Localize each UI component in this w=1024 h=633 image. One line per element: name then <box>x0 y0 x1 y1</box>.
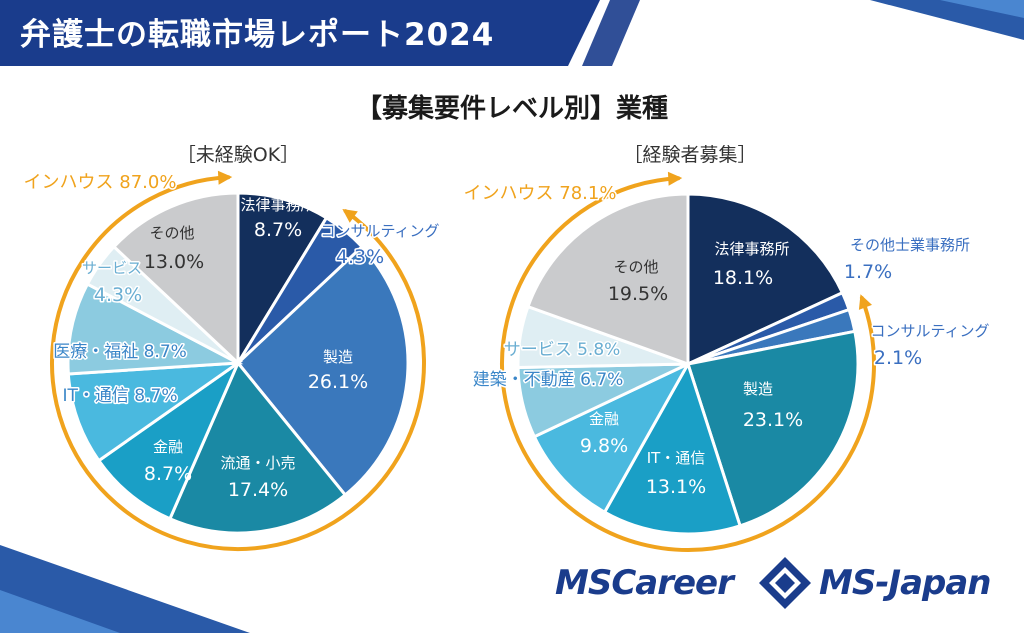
msjapan-logo: MS-Japan <box>819 563 992 603</box>
slice-value-1-3: 23.1% <box>743 409 803 431</box>
inhouse-arc-1 <box>500 176 876 552</box>
msjapan-emblem <box>759 557 811 609</box>
slice-category-1-4: IT・通信 <box>647 449 706 467</box>
slice-category-1-5: 金融 <box>589 410 619 428</box>
slice-category-1-2: コンサルティング <box>870 322 989 340</box>
pie-slice-0-3 <box>167 360 348 535</box>
pie-slice-0-8 <box>111 191 240 367</box>
header-stripe <box>582 0 640 66</box>
inhouse-arrow-1 <box>858 294 872 310</box>
inhouse-arrow-1 <box>667 171 683 186</box>
slice-label-0-6: 医療・福祉 8.7% <box>53 342 187 362</box>
chart-title-experienced: ［経験者募集］ <box>623 144 757 166</box>
pie-slice-0-6 <box>66 282 244 376</box>
slice-value-0-4: 8.7% <box>144 463 192 485</box>
logo-area: MSCareer MS-Japan <box>555 555 1015 615</box>
corner-decor-bottom-left-light <box>0 590 120 633</box>
slice-category-0-2: 製造 <box>323 348 353 366</box>
inhouse-arc-0 <box>50 175 426 551</box>
mscareer-logo: MSCareer <box>555 563 734 603</box>
slice-label-0-5: IT・通信 8.7% <box>63 386 178 406</box>
slice-category-0-8: その他 <box>149 224 194 242</box>
slice-label-1-7: サービス 5.8% <box>504 340 621 360</box>
slice-category-0-4: 金融 <box>153 438 183 456</box>
page-title: 弁護士の転職市場レポート2024 <box>20 17 495 53</box>
slice-value-1-2: 2.1% <box>874 347 922 369</box>
slice-value-0-2: 26.1% <box>308 371 368 393</box>
slice-category-1-8: その他 <box>613 258 658 276</box>
corner-decor-top-right <box>870 0 1024 40</box>
slice-category-0-1: コンサルティング <box>320 222 439 240</box>
slice-value-1-8: 19.5% <box>608 283 668 305</box>
pie-slice-0-4 <box>96 358 242 521</box>
slice-value-1-5: 9.8% <box>580 435 628 457</box>
pie-slice-0-0 <box>236 191 329 369</box>
slice-value-1-0: 18.1% <box>713 267 773 289</box>
slice-category-1-1: その他士業事務所 <box>850 236 970 254</box>
inhouse-arrow-0 <box>217 170 233 185</box>
corner-decor-top-right-light <box>940 0 1024 18</box>
slice-value-0-7: 4.3% <box>94 284 142 306</box>
inhouse-label-0: インハウス 87.0% <box>24 172 177 193</box>
slice-value-0-3: 17.4% <box>228 479 288 501</box>
slice-category-0-3: 流通・小売 <box>220 454 295 472</box>
slice-value-0-0: 8.7% <box>254 219 302 241</box>
pie-slice-0-2 <box>235 244 410 498</box>
pie-slice-1-5 <box>532 360 692 515</box>
section-title: 【募集要件レベル別】業種 <box>355 94 668 124</box>
inhouse-label-1: インハウス 78.1% <box>464 183 617 204</box>
header-banner-shape <box>0 0 600 66</box>
chart-title-inexperienced: ［未経験OK］ <box>176 144 300 166</box>
slice-value-1-1: 1.7% <box>844 261 892 283</box>
slice-value-0-1: 4.3% <box>336 246 384 268</box>
pie-slice-1-8 <box>526 192 690 367</box>
pie-slice-0-5 <box>66 361 244 463</box>
slice-value-1-4: 13.1% <box>646 476 706 498</box>
pie-slice-1-4 <box>602 360 742 536</box>
slice-label-1-6: 建築・不動産 6.7% <box>473 370 624 390</box>
slice-category-0-0: 法律事務所 <box>240 196 315 214</box>
inhouse-arrow-0 <box>342 208 358 223</box>
slice-category-0-7: サービス <box>82 259 142 277</box>
slice-category-1-0: 法律事務所 <box>714 240 789 258</box>
slice-category-1-3: 製造 <box>743 380 773 398</box>
pie-slice-1-3 <box>686 329 860 528</box>
pie-slice-1-0 <box>686 192 845 367</box>
slice-value-0-8: 13.0% <box>144 251 204 273</box>
corner-decor-bottom-left <box>0 545 250 633</box>
